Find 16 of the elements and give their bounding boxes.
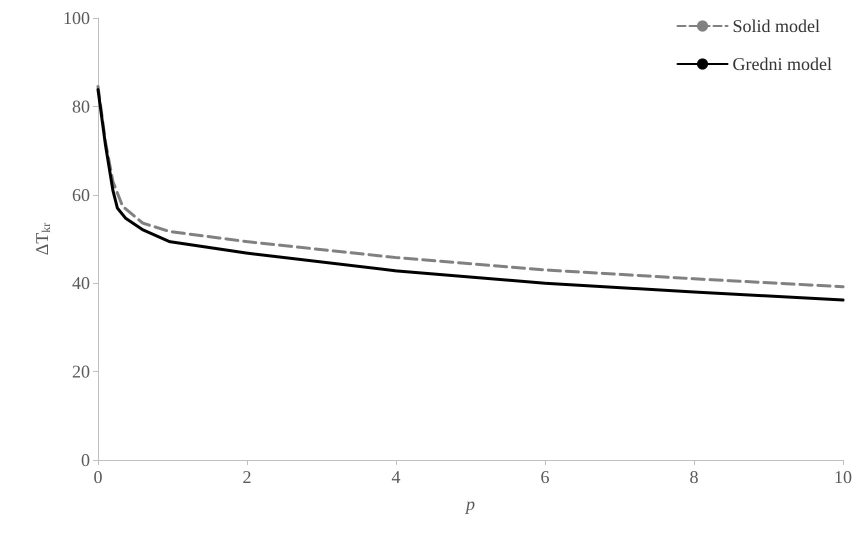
y-tick-label: 0 [81,450,90,470]
x-tick-label: 10 [834,467,852,487]
x-tick-label: 2 [242,467,252,487]
x-tick-label: 0 [94,467,102,487]
y-tick-label: 80 [72,96,90,116]
y-tick-label: 60 [72,184,90,205]
x-tick-label: 6 [540,467,550,487]
legend-label: Solid model [732,16,820,36]
y-axis-title: ΔTkr [32,222,54,256]
x-tick-label: 8 [690,467,698,487]
x-axis-title: p [464,494,475,514]
x-tick-label: 4 [392,467,400,487]
y-tick-label: 40 [72,273,90,294]
y-tick-label: 100 [63,8,90,28]
y-tick-label: 20 [72,362,90,382]
legend-label: Gredni model [732,54,832,74]
